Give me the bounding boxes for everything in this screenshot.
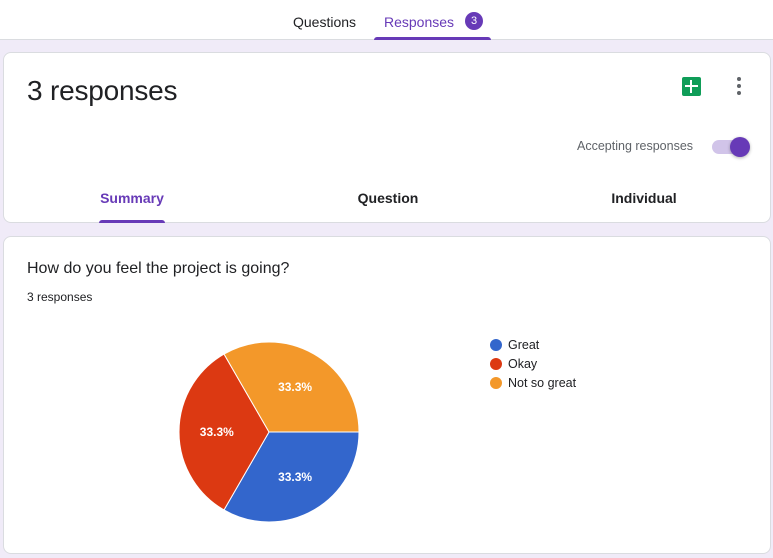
responses-header-card: 3 responses Accepting responses Summary … <box>3 52 771 223</box>
tab-individual[interactable]: Individual <box>611 190 677 206</box>
question-title: How do you feel the project is going? <box>27 260 290 277</box>
pie-slice-label: 33.3% <box>200 425 234 439</box>
legend-swatch <box>490 339 502 351</box>
legend-item: Great <box>490 337 576 356</box>
pie-slice-great[interactable] <box>223 431 360 523</box>
google-sheets-icon[interactable] <box>682 77 701 96</box>
tab-questions[interactable]: Questions <box>293 14 357 30</box>
question-summary-card: How do you feel the project is going? 3 … <box>3 236 771 554</box>
legend-swatch <box>490 377 502 389</box>
pie-chart: 33.3% 33.3% 33.3% <box>178 341 360 523</box>
pie-slice-label: 33.3% <box>278 470 312 484</box>
tab-responses[interactable]: Responses 3 <box>374 0 491 40</box>
tab-question[interactable]: Question <box>357 190 419 206</box>
legend-item: Okay <box>490 356 576 375</box>
pie-slice-not-so-great[interactable] <box>223 341 360 433</box>
accepting-responses-toggle[interactable] <box>710 137 750 157</box>
pie-slice-okay[interactable] <box>178 353 270 511</box>
page-title: 3 responses <box>27 75 178 106</box>
chart-legend: Great Okay Not so great <box>490 337 576 394</box>
accepting-responses-label: Accepting responses <box>577 139 694 153</box>
tab-summary[interactable]: Summary <box>99 185 165 223</box>
question-response-count: 3 responses <box>27 290 93 304</box>
legend-label: Okay <box>508 357 538 371</box>
pie-slice-label: 33.3% <box>278 380 312 394</box>
legend-swatch <box>490 358 502 370</box>
tab-responses-label: Responses <box>384 14 455 30</box>
responses-count-badge: 3 <box>465 12 483 30</box>
top-tab-bar: Questions Responses 3 <box>0 0 773 40</box>
legend-item: Not so great <box>490 375 576 394</box>
legend-label: Not so great <box>508 376 577 390</box>
more-vert-icon[interactable] <box>735 77 743 97</box>
legend-label: Great <box>508 338 540 352</box>
